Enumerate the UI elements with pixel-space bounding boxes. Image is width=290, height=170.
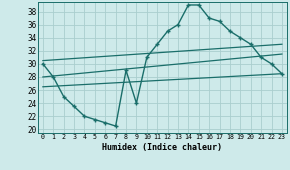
- X-axis label: Humidex (Indice chaleur): Humidex (Indice chaleur): [102, 143, 222, 152]
